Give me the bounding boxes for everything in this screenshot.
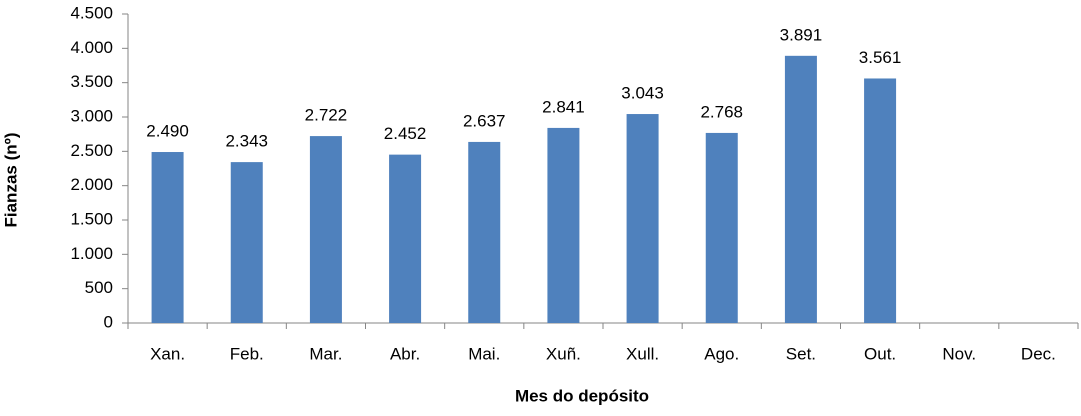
x-tick-label: Out. [864, 344, 896, 363]
bar [230, 162, 263, 323]
x-tick-label: Xull. [626, 344, 659, 363]
value-label: 3.043 [621, 84, 664, 103]
bar [705, 132, 738, 323]
y-tick-label: 3.500 [70, 72, 113, 91]
bar [151, 152, 184, 323]
y-tick-label: 2.500 [70, 141, 113, 160]
bar [309, 136, 342, 323]
x-tick-label: Xuñ. [546, 344, 581, 363]
x-tick-label: Mai. [468, 344, 500, 363]
y-tick-label: 4.000 [70, 38, 113, 57]
x-tick-label: Dec. [1021, 344, 1056, 363]
value-label: 2.841 [542, 97, 585, 116]
x-tick-label: Nov. [942, 344, 976, 363]
value-label: 3.891 [780, 25, 823, 44]
x-tick-label: Mar. [309, 344, 342, 363]
y-tick-label: 4.500 [70, 3, 113, 22]
x-tick-label: Feb. [230, 344, 264, 363]
value-label: 2.452 [384, 124, 427, 143]
bar [547, 127, 580, 323]
bar [468, 141, 501, 323]
y-tick-label: 1.000 [70, 244, 113, 263]
y-tick-label: 500 [85, 278, 113, 297]
value-label: 2.722 [305, 106, 348, 125]
y-axis-title: Fianzas (nº) [1, 133, 20, 228]
x-tick-label: Xan. [150, 344, 185, 363]
x-tick-label: Abr. [390, 344, 420, 363]
value-label: 2.768 [700, 102, 743, 121]
x-axis-title: Mes do depósito [515, 386, 649, 405]
x-tick-label: Set. [786, 344, 816, 363]
value-label: 2.490 [146, 122, 189, 141]
y-tick-label: 3.000 [70, 106, 113, 125]
y-tick-label: 0 [104, 312, 113, 331]
value-label: 2.343 [225, 132, 268, 151]
y-tick-label: 1.500 [70, 209, 113, 228]
value-label: 3.561 [859, 48, 902, 67]
y-tick-label: 2.000 [70, 175, 113, 194]
bar [784, 55, 817, 324]
value-label: 2.637 [463, 111, 506, 130]
bar [864, 78, 897, 323]
bar [389, 154, 422, 323]
bar [626, 114, 659, 323]
x-tick-label: Ago. [704, 344, 739, 363]
